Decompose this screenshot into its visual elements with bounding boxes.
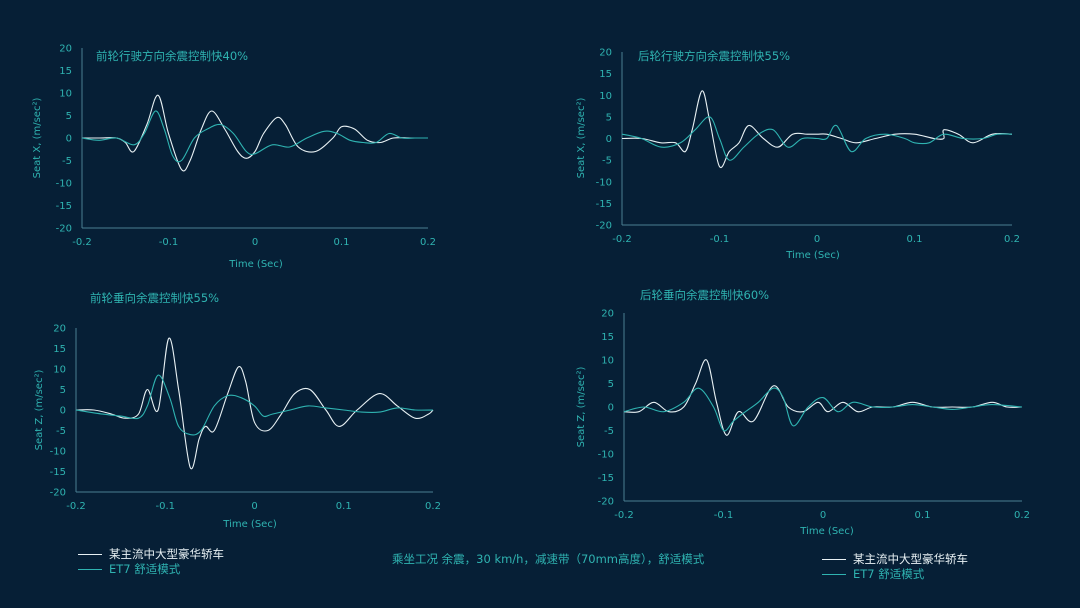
y-tick-label: -15: [50, 467, 66, 478]
x-tick-label: 0.1: [334, 237, 350, 248]
y-axis-title: Seat X, (m/sec²): [576, 98, 587, 179]
x-tick-label: -0.2: [66, 501, 86, 512]
chart-panel-1: 20 15 10 5 0 -5 -10 -15 -20-0.2 -0.1 0 0.1 0.2 前轮行驶方向…: [32, 44, 436, 271]
x-tick-label: 0.2: [1004, 234, 1020, 245]
legend-left: 某主流中大型豪华轿车 ET7 舒适模式: [78, 547, 224, 577]
chart-title: 前轮行驶方向余震控制快40%: [96, 49, 248, 63]
y-axis-title: Seat Z, (m/sec²): [34, 370, 45, 451]
series-line-et7: [621, 116, 1013, 161]
series-line-et7: [81, 110, 428, 163]
y-tick-label: -20: [50, 488, 66, 499]
legend-label: 某主流中大型豪华轿车: [853, 552, 968, 566]
legend-swatch-teal: [822, 574, 846, 575]
legend-swatch-white: [78, 554, 102, 555]
y-tick-label: 0: [66, 134, 72, 145]
y-tick-label: 20: [53, 324, 66, 335]
series-line-sedan: [75, 337, 434, 470]
x-tick-label: -0.1: [155, 501, 175, 512]
y-tick-label: -10: [598, 450, 614, 461]
x-axis-title: Time (Sec): [799, 526, 854, 537]
legend-label: ET7 舒适模式: [853, 567, 925, 581]
chart-title: 后轮垂向余震控制快60%: [640, 288, 769, 302]
y-tick-label: 15: [599, 69, 612, 80]
y-tick-label: 5: [60, 385, 66, 396]
y-axis-title: Seat X, (m/sec²): [32, 98, 43, 179]
y-tick-label: 20: [601, 309, 614, 320]
y-tick-label: -10: [50, 447, 66, 458]
series-line-sedan: [621, 90, 1013, 169]
x-tick-label: 0.2: [425, 501, 441, 512]
y-tick-label: -20: [596, 221, 612, 232]
y-tick-label: -5: [602, 156, 612, 167]
x-tick-label: -0.2: [614, 510, 634, 521]
y-tick-label: -10: [56, 179, 72, 190]
y-tick-label: -15: [56, 201, 72, 212]
x-tick-label: 0.2: [1014, 510, 1030, 521]
x-tick-label: -0.1: [710, 234, 730, 245]
series-line-sedan: [82, 94, 428, 172]
y-tick-label: -5: [62, 156, 72, 167]
y-tick-label: 5: [606, 112, 612, 123]
test-condition-caption: 乘坐工况 余震，30 km/h，减速带（70mm高度），舒适模式: [392, 552, 705, 566]
legend-item-sedan: 某主流中大型豪华轿车: [78, 547, 224, 562]
x-tick-label: 0: [814, 234, 820, 245]
x-tick-label: 0: [251, 501, 257, 512]
y-tick-label: 15: [53, 344, 66, 355]
x-axis-title: Time (Sec): [785, 250, 840, 261]
y-tick-label: -20: [56, 224, 72, 235]
legend-swatch-teal: [78, 569, 102, 570]
y-tick-label: -15: [596, 199, 612, 210]
y-tick-label: -20: [598, 497, 614, 508]
y-tick-label: 5: [608, 379, 614, 390]
x-axis-title: Time (Sec): [228, 259, 283, 270]
y-tick-label: 10: [59, 89, 72, 100]
chart-panel-4: 20 15 10 5 0 -5 -10 -15 -20-0.2 -0.1 0 0.1 0.2 后轮垂向余震…: [576, 288, 1030, 537]
x-tick-label: -0.1: [159, 237, 179, 248]
legend-label: 某主流中大型豪华轿车: [109, 547, 224, 561]
legend-item-sedan: 某主流中大型豪华轿车: [822, 552, 968, 567]
chart-panel-3: 20 15 10 5 0 -5 -10 -15 -20-0.2 -0.1 0 0.1 0.2 前轮垂向余震…: [34, 291, 441, 530]
x-tick-label: -0.2: [612, 234, 632, 245]
y-tick-label: 0: [60, 406, 66, 417]
y-tick-label: -5: [604, 426, 614, 437]
x-tick-label: 0.1: [336, 501, 352, 512]
legend-item-et7: ET7 舒适模式: [78, 562, 224, 577]
x-tick-label: 0.2: [420, 237, 436, 248]
x-tick-label: 0: [820, 510, 826, 521]
legend-swatch-white: [822, 559, 846, 560]
y-tick-label: 15: [601, 332, 614, 343]
y-tick-label: 0: [608, 403, 614, 414]
series-line-et7: [623, 387, 1023, 432]
y-tick-label: 20: [59, 44, 72, 55]
legend-right: 某主流中大型豪华轿车 ET7 舒适模式: [822, 552, 968, 582]
series-line-et7: [75, 374, 434, 436]
y-tick-label: 0: [606, 134, 612, 145]
chart-title: 前轮垂向余震控制快55%: [90, 291, 219, 305]
chart-panel-2: 20 15 10 5 0 -5 -10 -15 -20-0.2 -0.1 0 0.1 0.2 后轮行驶方向…: [576, 48, 1020, 262]
y-tick-label: -10: [596, 177, 612, 188]
legend-item-et7: ET7 舒适模式: [822, 567, 968, 582]
y-tick-label: 10: [599, 91, 612, 102]
x-axis-title: Time (Sec): [222, 519, 277, 530]
y-tick-label: -15: [598, 473, 614, 484]
y-tick-label: 10: [601, 356, 614, 367]
series-line-sedan: [623, 359, 1023, 436]
x-tick-label: 0.1: [915, 510, 931, 521]
legend-label: ET7 舒适模式: [109, 562, 181, 576]
y-axis-title: Seat Z, (m/sec²): [576, 367, 587, 448]
y-tick-label: 20: [599, 48, 612, 59]
chart-title: 后轮行驶方向余震控制快55%: [638, 49, 790, 63]
y-tick-label: 15: [59, 66, 72, 77]
x-tick-label: 0.1: [907, 234, 923, 245]
y-tick-label: -5: [56, 426, 66, 437]
x-tick-label: -0.1: [714, 510, 734, 521]
y-tick-label: 10: [53, 365, 66, 376]
x-tick-label: 0: [252, 237, 258, 248]
x-tick-label: -0.2: [72, 237, 92, 248]
y-tick-label: 5: [66, 111, 72, 122]
